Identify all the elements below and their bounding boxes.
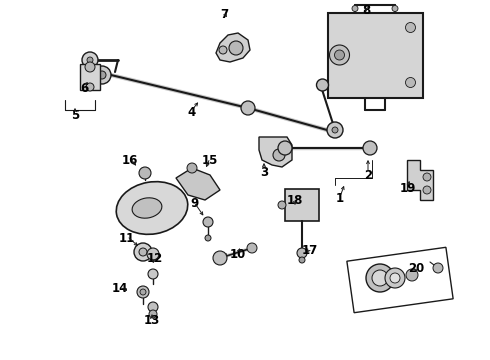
Circle shape	[433, 263, 443, 273]
Circle shape	[317, 79, 328, 91]
Circle shape	[352, 5, 358, 12]
Circle shape	[390, 273, 400, 283]
Circle shape	[219, 46, 227, 54]
Polygon shape	[259, 137, 292, 167]
Circle shape	[385, 268, 405, 288]
Circle shape	[139, 167, 151, 179]
Circle shape	[278, 201, 286, 209]
Circle shape	[229, 41, 243, 55]
Bar	[347, 247, 453, 313]
Circle shape	[392, 5, 398, 12]
Circle shape	[423, 173, 431, 181]
Text: 11: 11	[119, 231, 135, 244]
Circle shape	[241, 101, 255, 115]
Text: 9: 9	[190, 197, 198, 210]
Text: 5: 5	[71, 108, 79, 122]
Circle shape	[406, 269, 418, 281]
Bar	[285, 189, 319, 221]
Text: 19: 19	[400, 181, 416, 194]
Circle shape	[205, 235, 211, 241]
Text: 10: 10	[230, 248, 246, 261]
Text: 16: 16	[122, 153, 138, 166]
Circle shape	[278, 141, 292, 155]
Text: 20: 20	[408, 261, 424, 274]
Circle shape	[98, 71, 106, 79]
Circle shape	[327, 122, 343, 138]
Text: 7: 7	[220, 8, 228, 21]
Circle shape	[82, 52, 98, 68]
Ellipse shape	[132, 198, 162, 218]
Circle shape	[147, 248, 159, 260]
Circle shape	[93, 66, 111, 84]
Polygon shape	[80, 64, 100, 90]
Circle shape	[85, 62, 95, 72]
Text: 18: 18	[287, 194, 303, 207]
Text: 4: 4	[188, 105, 196, 118]
Circle shape	[273, 149, 285, 161]
Circle shape	[187, 163, 197, 173]
Circle shape	[332, 127, 338, 133]
Circle shape	[148, 269, 158, 279]
Circle shape	[363, 141, 377, 155]
Circle shape	[213, 251, 227, 265]
Text: 13: 13	[144, 314, 160, 327]
Text: 15: 15	[202, 153, 218, 166]
Circle shape	[148, 302, 158, 312]
Circle shape	[86, 83, 94, 91]
Polygon shape	[327, 13, 422, 98]
Text: 8: 8	[362, 4, 370, 17]
Circle shape	[137, 286, 149, 298]
Circle shape	[299, 257, 305, 263]
Circle shape	[297, 248, 307, 258]
Text: 17: 17	[302, 243, 318, 257]
Circle shape	[406, 23, 416, 32]
Polygon shape	[176, 168, 220, 200]
Circle shape	[87, 57, 93, 63]
Text: 2: 2	[364, 168, 372, 181]
Polygon shape	[407, 160, 433, 200]
Text: 1: 1	[336, 192, 344, 204]
Circle shape	[149, 310, 157, 318]
Circle shape	[372, 270, 388, 286]
Circle shape	[247, 243, 257, 253]
Circle shape	[139, 248, 147, 256]
Text: 6: 6	[80, 81, 88, 95]
Circle shape	[366, 264, 394, 292]
Text: 14: 14	[112, 282, 128, 294]
Text: 3: 3	[260, 166, 268, 179]
Circle shape	[203, 217, 213, 227]
Polygon shape	[216, 33, 250, 62]
Circle shape	[423, 186, 431, 194]
Circle shape	[406, 77, 416, 87]
Circle shape	[140, 289, 146, 295]
Circle shape	[335, 50, 344, 60]
Circle shape	[134, 243, 152, 261]
Text: 12: 12	[147, 252, 163, 265]
Circle shape	[329, 45, 349, 65]
Ellipse shape	[116, 182, 188, 234]
